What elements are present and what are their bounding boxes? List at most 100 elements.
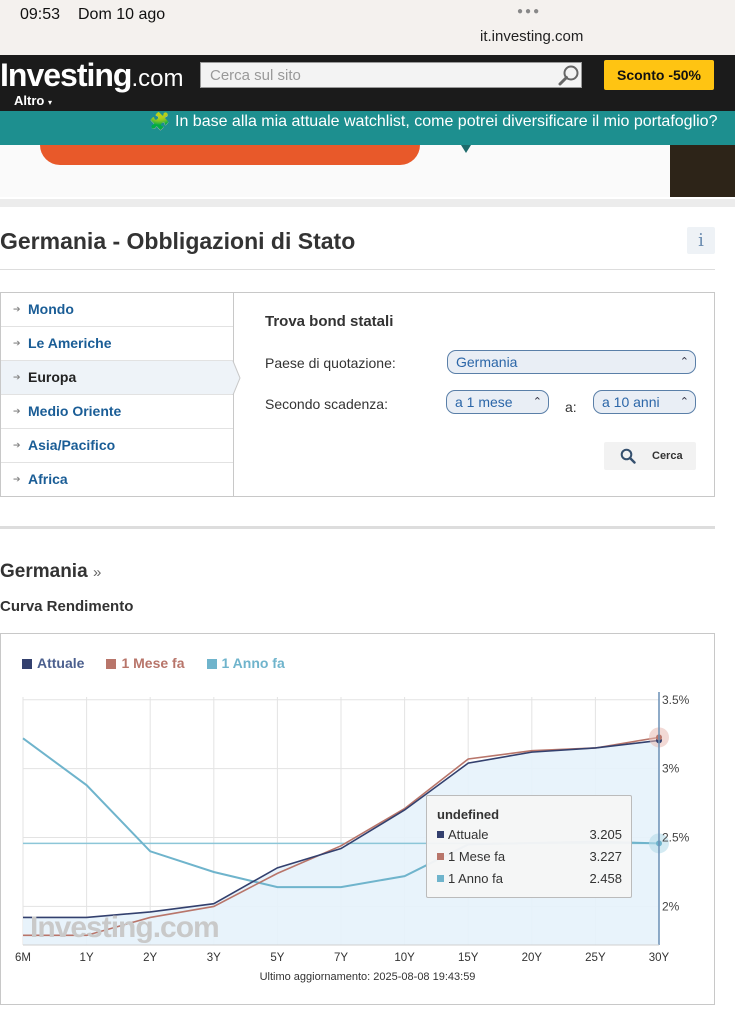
x-tick-label: 25Y	[585, 952, 606, 964]
url-bar[interactable]: it.investing.com	[480, 28, 584, 45]
y-tick-label: 2.5%	[662, 831, 690, 845]
region-item-africa[interactable]: ➔ Africa	[1, 463, 233, 497]
series-line-1-mese-fa	[23, 736, 660, 937]
tooltip-value: 3.205	[589, 827, 622, 842]
region-item-le-americhe[interactable]: ➔ Le Americhe	[1, 327, 233, 361]
search-input[interactable]	[200, 62, 582, 88]
x-tick-label: 10Y	[394, 952, 415, 964]
ad-pointer-icon	[461, 145, 471, 153]
legend-swatch	[106, 659, 117, 669]
region-item-mondo[interactable]: ➔ Mondo	[1, 293, 233, 327]
tooltip-swatch	[437, 853, 444, 860]
country-select[interactable]: Germania ⌃	[447, 350, 696, 374]
legend-label: 1 Anno fa	[221, 655, 285, 671]
region-item-label: Africa	[28, 471, 68, 487]
region-item-label: Medio Oriente	[28, 403, 122, 419]
divider	[0, 269, 715, 270]
region-item-europa[interactable]: ➔ Europa	[1, 361, 233, 395]
promo-button[interactable]: Sconto -50%	[604, 60, 714, 90]
ai-suggestion-text[interactable]: In base alla mia attuale watchlist, come…	[175, 113, 718, 130]
bond-finder-panel	[0, 292, 715, 497]
tooltip-title: undefined	[437, 807, 500, 822]
search-placeholder: Cerca sul sito	[210, 67, 301, 84]
region-item-label: Asia/Pacifico	[28, 437, 116, 453]
maturity-from-select[interactable]: a 1 mese ⌃	[446, 390, 549, 414]
x-tick-label: 7Y	[334, 952, 348, 964]
country-link[interactable]: Germania »	[0, 561, 101, 583]
status-bar	[0, 0, 735, 55]
region-item-label: Le Americhe	[28, 335, 112, 351]
ai-suggestion-banner[interactable]	[0, 111, 735, 145]
separator	[0, 199, 735, 207]
tooltip-series-name: 1 Anno fa	[448, 871, 503, 886]
chart-tooltip	[426, 795, 632, 898]
y-tick-label: 3%	[662, 762, 680, 776]
y-tick-label: 2%	[662, 899, 680, 913]
x-tick-label: 5Y	[270, 952, 284, 964]
tooltip-swatch	[437, 831, 444, 838]
search-icon	[620, 448, 636, 464]
select-chevron-icon: ⌃	[679, 356, 689, 368]
select-chevron-icon: ⌃	[532, 396, 542, 408]
x-tick-label: 20Y	[522, 952, 543, 964]
legend-label: 1 Mese fa	[121, 655, 185, 671]
chevron-right-icon: »	[92, 564, 102, 581]
last-updated: Ultimo aggiornamento: 2025-08-08 19:43:5…	[259, 971, 476, 983]
legend-item[interactable]: Attuale	[22, 655, 84, 671]
tooltip-series-name: 1 Mese fa	[448, 849, 506, 864]
arrow-right-icon: ➔	[13, 338, 21, 348]
tooltip-value: 2.458	[589, 871, 622, 886]
arrow-right-icon: ➔	[13, 474, 21, 484]
x-tick-label: 1Y	[80, 952, 94, 964]
chevron-down-icon: ▾	[47, 98, 52, 107]
active-pointer-icon	[232, 361, 241, 395]
legend-item[interactable]: 1 Anno fa	[206, 655, 285, 671]
ad-image[interactable]	[670, 145, 735, 197]
puzzle-icon: 🧩	[149, 112, 171, 131]
yield-curve-chart	[0, 633, 715, 1005]
maturity-from-value: a 1 mese	[455, 394, 513, 410]
arrow-right-icon: ➔	[13, 304, 21, 314]
to-label: a:	[565, 399, 577, 415]
logo-suffix: .com	[131, 65, 184, 92]
status-date: Dom 10 ago	[78, 6, 166, 23]
arrow-right-icon: ➔	[13, 406, 21, 416]
status-time: 09:53	[20, 6, 61, 23]
arrow-right-icon: ➔	[13, 440, 21, 450]
watermark-logo: Investing.com	[30, 911, 220, 944]
site-logo[interactable]: Investing.com	[0, 57, 183, 94]
y-tick-label: 3.5%	[662, 693, 690, 707]
region-item-label: Mondo	[28, 301, 74, 317]
separator	[0, 526, 715, 529]
search-button[interactable]	[604, 442, 696, 470]
tooltip-series-name: Attuale	[448, 827, 489, 842]
legend-label: Attuale	[37, 655, 85, 671]
x-tick-label: 3Y	[207, 952, 221, 964]
region-item-asia-pacifico[interactable]: ➔ Asia/Pacifico	[1, 429, 233, 463]
more-menu[interactable]: Altro ▾	[14, 93, 52, 108]
country-select-value: Germania	[456, 354, 518, 370]
tooltip-value: 3.227	[589, 849, 622, 864]
select-chevron-icon: ⌃	[679, 396, 689, 408]
x-tick-label: 2Y	[143, 952, 157, 964]
country-link-label: Germania	[0, 561, 88, 582]
x-tick-label: 30Y	[649, 952, 670, 964]
page-title: Germania - Obbligazioni di Stato	[0, 228, 356, 254]
x-tick-label: 15Y	[458, 952, 479, 964]
search-icon[interactable]	[557, 64, 581, 86]
legend-item[interactable]: 1 Mese fa	[106, 655, 185, 671]
info-icon[interactable]: i	[687, 227, 715, 254]
yield-curve-title: Curva Rendimento	[0, 598, 134, 615]
more-dots-icon[interactable]: ●●●	[517, 6, 542, 17]
region-item-medio-oriente[interactable]: ➔ Medio Oriente	[1, 395, 233, 429]
maturity-to-value: a 10 anni	[602, 394, 660, 410]
ad-orange-button[interactable]	[40, 145, 420, 165]
maturity-to-select[interactable]: a 10 anni ⌃	[593, 390, 696, 414]
region-item-label: Europa	[28, 369, 77, 385]
legend-swatch	[22, 659, 32, 669]
tooltip-swatch	[437, 875, 444, 882]
finder-title: Trova bond statali	[265, 313, 394, 330]
search-button-label: Cerca	[652, 450, 683, 462]
country-label: Paese di quotazione:	[265, 355, 396, 371]
region-menu: ➔ Mondo ➔ Le Americhe ➔ Europa ➔ Medio Oriente ➔…	[0, 292, 234, 497]
